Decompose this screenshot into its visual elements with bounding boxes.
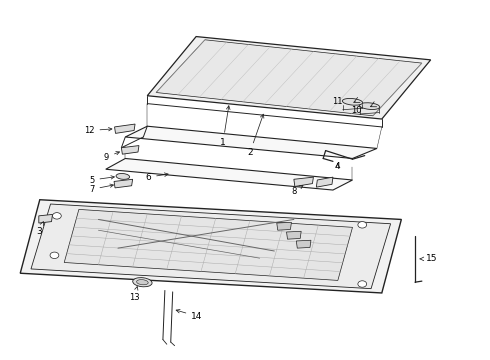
Polygon shape bbox=[20, 200, 401, 293]
Text: 8: 8 bbox=[291, 185, 303, 196]
Polygon shape bbox=[317, 177, 333, 187]
Ellipse shape bbox=[116, 174, 130, 179]
Text: 11: 11 bbox=[333, 97, 343, 106]
Text: 7: 7 bbox=[89, 184, 113, 194]
Polygon shape bbox=[277, 222, 292, 230]
Polygon shape bbox=[31, 204, 391, 289]
Circle shape bbox=[50, 252, 59, 258]
Polygon shape bbox=[287, 231, 301, 239]
Polygon shape bbox=[294, 177, 314, 186]
Polygon shape bbox=[296, 240, 311, 248]
Text: 6: 6 bbox=[146, 173, 168, 182]
Polygon shape bbox=[114, 179, 133, 188]
Circle shape bbox=[358, 281, 367, 287]
Ellipse shape bbox=[360, 103, 380, 109]
Ellipse shape bbox=[343, 98, 363, 105]
Text: 3: 3 bbox=[36, 222, 44, 237]
Polygon shape bbox=[39, 215, 52, 223]
Text: 4: 4 bbox=[335, 162, 341, 171]
Polygon shape bbox=[115, 124, 135, 134]
Text: 1: 1 bbox=[220, 106, 230, 147]
Text: 5: 5 bbox=[89, 176, 114, 185]
Text: 15: 15 bbox=[420, 255, 437, 264]
Text: 12: 12 bbox=[84, 126, 112, 135]
Text: 9: 9 bbox=[104, 152, 120, 162]
Text: 13: 13 bbox=[129, 287, 139, 302]
Ellipse shape bbox=[133, 278, 152, 287]
Text: 2: 2 bbox=[247, 114, 264, 157]
Circle shape bbox=[52, 213, 61, 219]
Ellipse shape bbox=[137, 280, 148, 285]
Polygon shape bbox=[156, 40, 422, 116]
Text: 14: 14 bbox=[176, 310, 203, 321]
Polygon shape bbox=[106, 158, 352, 190]
Text: 10: 10 bbox=[351, 106, 362, 115]
Polygon shape bbox=[122, 145, 139, 154]
Circle shape bbox=[358, 222, 367, 228]
Polygon shape bbox=[64, 210, 352, 280]
Polygon shape bbox=[125, 126, 377, 158]
Polygon shape bbox=[147, 37, 431, 119]
